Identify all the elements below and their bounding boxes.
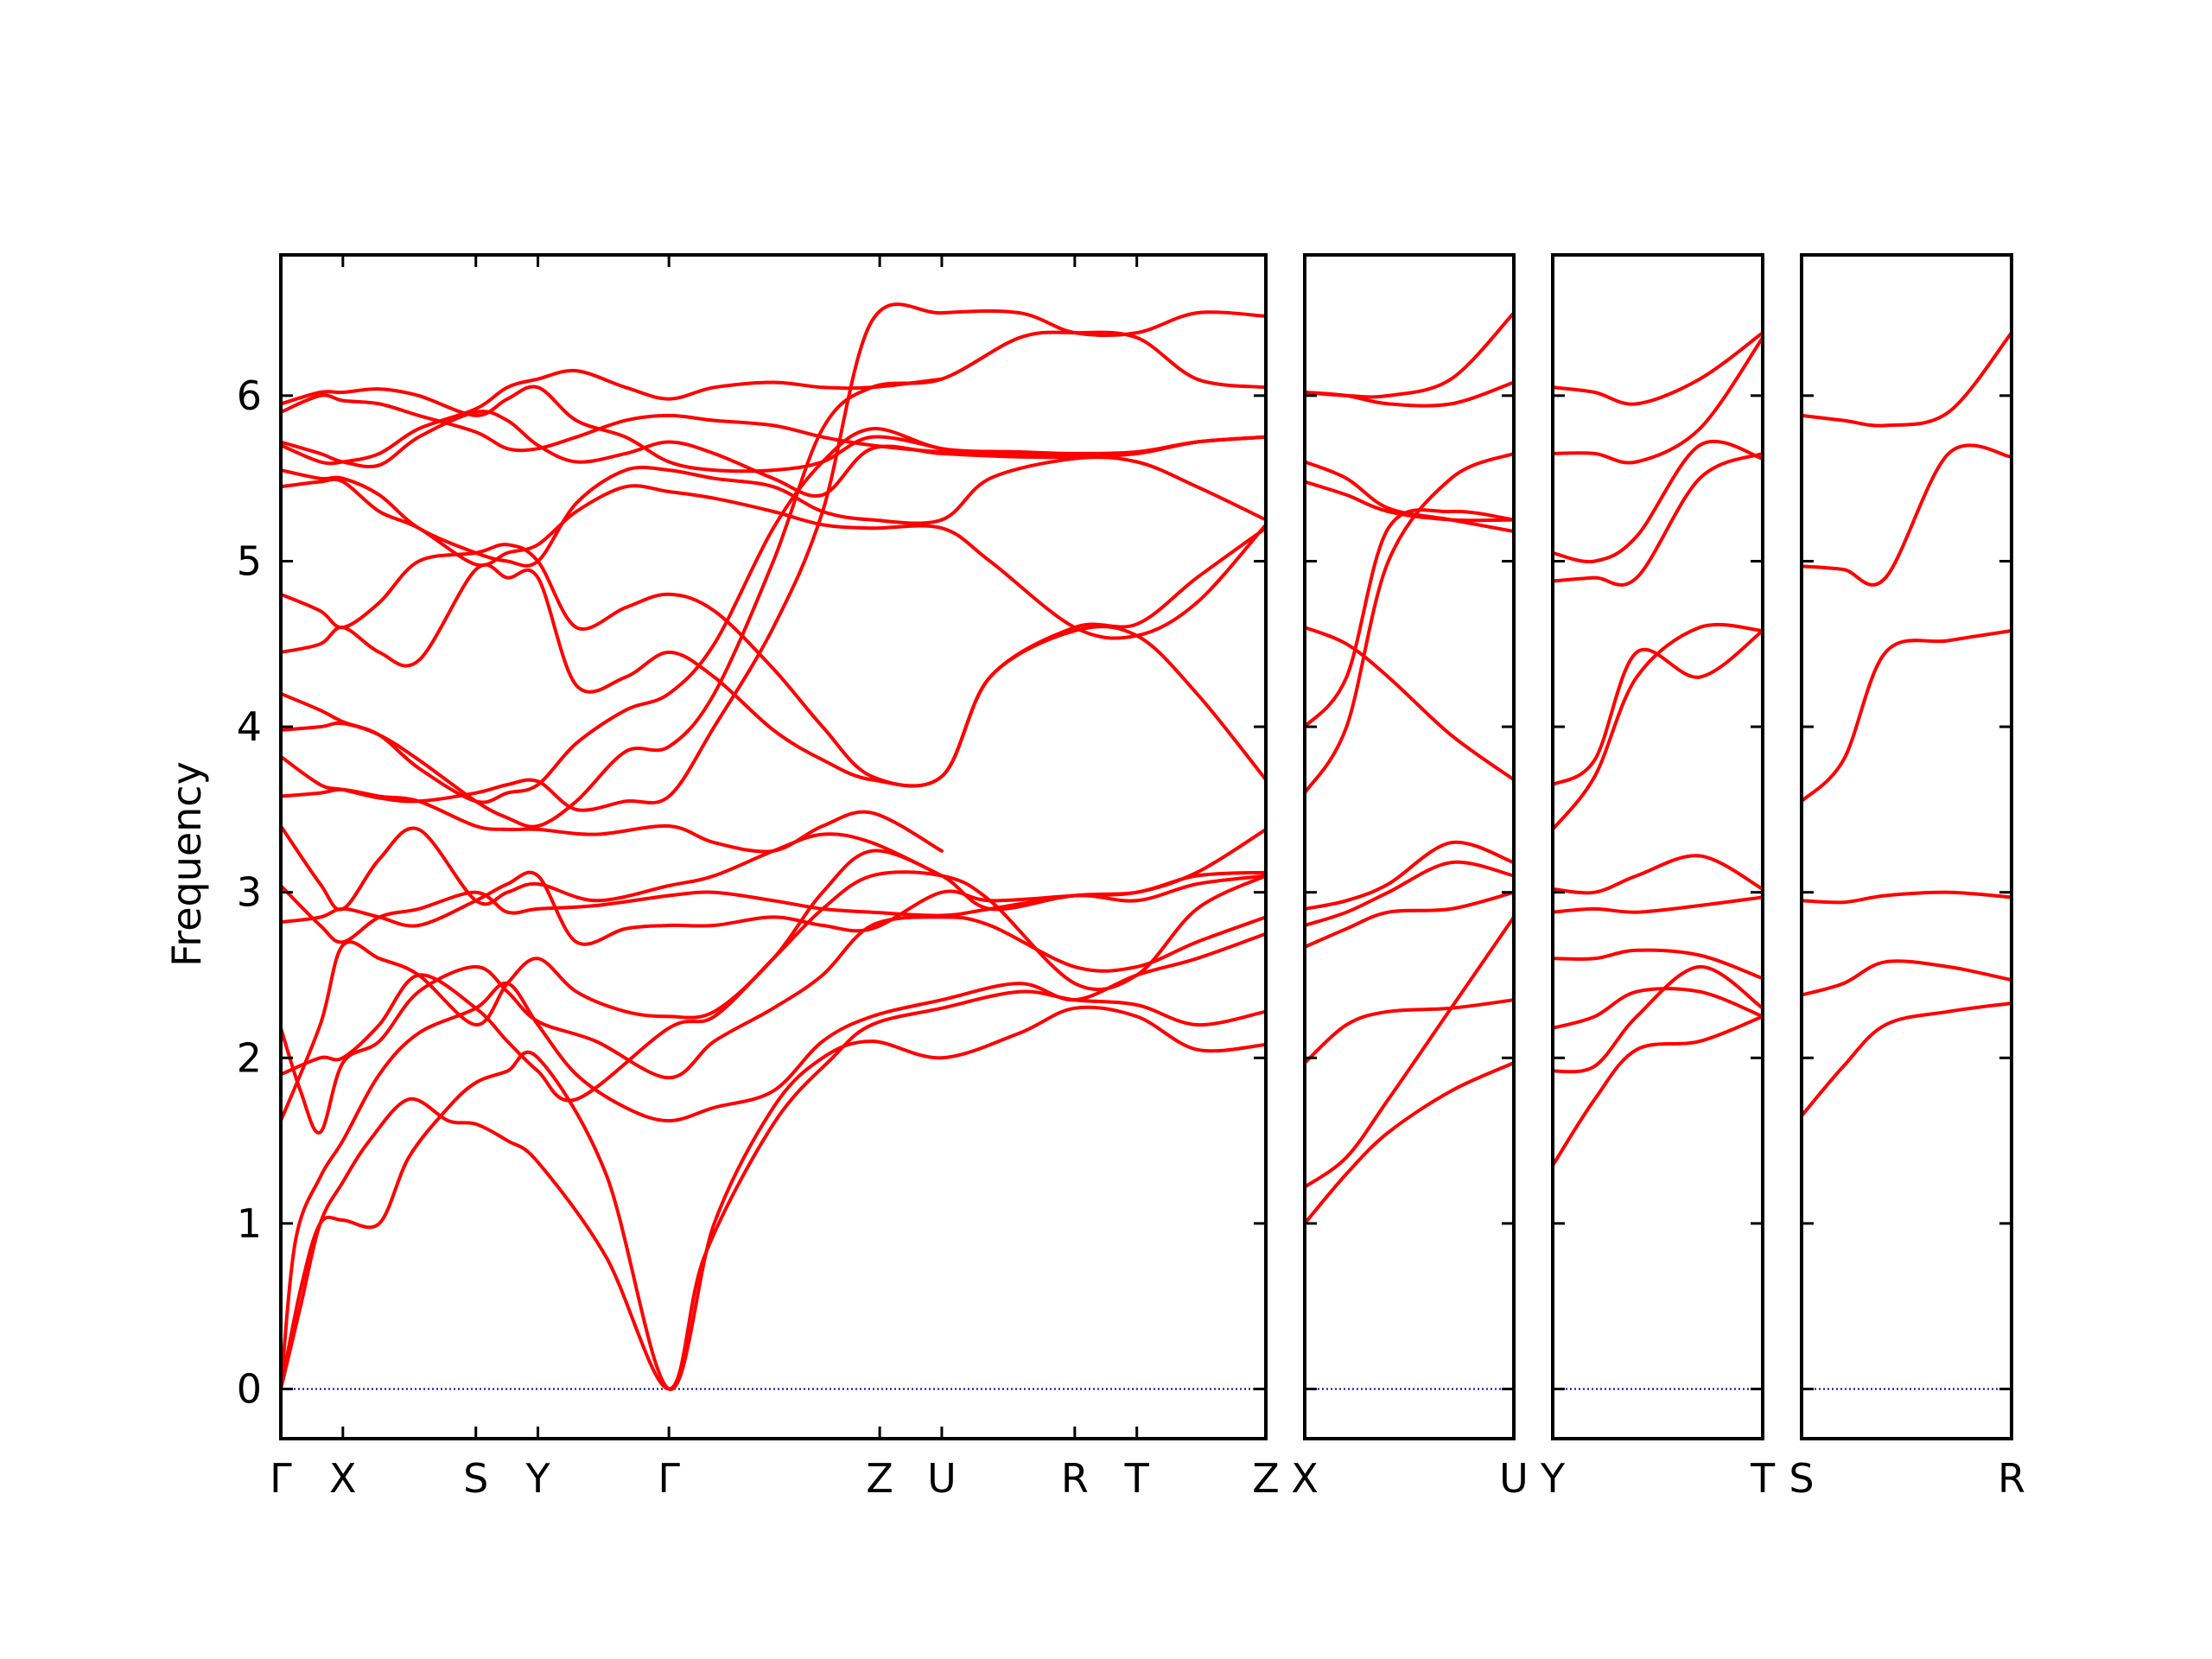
band-line [1303, 890, 1516, 949]
band-line [279, 824, 944, 912]
y-axis-label: Frequency [163, 761, 210, 967]
band-line [1303, 626, 1516, 782]
x-tick-label: T [1124, 1455, 1150, 1502]
band-line [1551, 622, 1764, 831]
x-tick-label: Y [524, 1455, 550, 1502]
y-tick-label: 6 [237, 372, 262, 419]
band-line [279, 477, 1268, 640]
band-line [1800, 331, 2013, 428]
x-tick-label: S [463, 1455, 488, 1502]
x-tick-label: X [1291, 1455, 1319, 1502]
y-tick-label: 0 [237, 1366, 262, 1413]
band-line [279, 393, 1268, 459]
x-tick-label: Γ [270, 1455, 292, 1502]
band-line [279, 870, 1268, 944]
band-line [1303, 915, 1516, 1189]
x-tick-label: Γ [658, 1455, 680, 1502]
x-tick-label: U [927, 1455, 957, 1502]
x-tick-label: X [329, 1455, 357, 1502]
band-line [1551, 895, 1764, 914]
band-line [279, 1005, 1268, 1391]
band-line [279, 989, 1268, 1391]
band-line [279, 526, 1268, 788]
x-tick-label: Z [866, 1455, 893, 1502]
band-line [1800, 890, 2013, 905]
band-line [1800, 629, 2013, 804]
x-tick-label: Y [1540, 1455, 1566, 1502]
band-line [1303, 311, 1516, 399]
y-tick-label: 3 [237, 869, 262, 916]
band-line [279, 368, 944, 466]
band-line [279, 827, 1268, 946]
band-line [279, 563, 1268, 788]
band-line [1303, 451, 1516, 795]
band-line [1551, 335, 1764, 465]
y-tick-label: 1 [237, 1200, 262, 1247]
band-line [279, 427, 1268, 804]
band-line [279, 931, 1268, 1391]
band-line [1800, 443, 2013, 587]
band-line [1303, 480, 1516, 523]
x-tick-label: R [1998, 1455, 2025, 1502]
band-line [1551, 1014, 1764, 1167]
x-tick-label: S [1789, 1455, 1814, 1502]
plot-frame [1800, 253, 2013, 1440]
band-line [279, 330, 1268, 829]
y-tick-label: 2 [237, 1034, 262, 1081]
band-line [279, 870, 1268, 1103]
x-tick-label: Z [1252, 1455, 1280, 1502]
band-line [1551, 629, 1764, 787]
x-tick-label: U [1499, 1455, 1529, 1502]
x-tick-label: T [1750, 1455, 1776, 1502]
band-line [1303, 508, 1516, 729]
band-line [1800, 1001, 2013, 1118]
x-tick-label: R [1061, 1455, 1089, 1502]
band-line [279, 385, 944, 474]
band-line [1303, 840, 1516, 911]
y-tick-label: 5 [237, 537, 262, 584]
band-line [279, 302, 1268, 812]
plot-frame [1303, 253, 1516, 1440]
band-line [1551, 964, 1764, 1074]
y-tick-label: 4 [237, 703, 262, 750]
band-line [1303, 1061, 1516, 1225]
band-line [1551, 987, 1764, 1030]
band-line [1303, 460, 1516, 533]
band-line [1551, 451, 1764, 587]
band-line [279, 455, 1268, 568]
band-line [1551, 854, 1764, 895]
band-line [1303, 860, 1516, 927]
plot-frame [1551, 253, 1764, 1440]
band-line [1551, 331, 1764, 406]
plot-frame [279, 253, 1268, 1440]
band-line [1551, 948, 1764, 981]
band-line [1800, 959, 2013, 997]
band-line [279, 915, 1268, 1135]
band-line [1551, 439, 1764, 564]
band-line [1303, 998, 1516, 1065]
